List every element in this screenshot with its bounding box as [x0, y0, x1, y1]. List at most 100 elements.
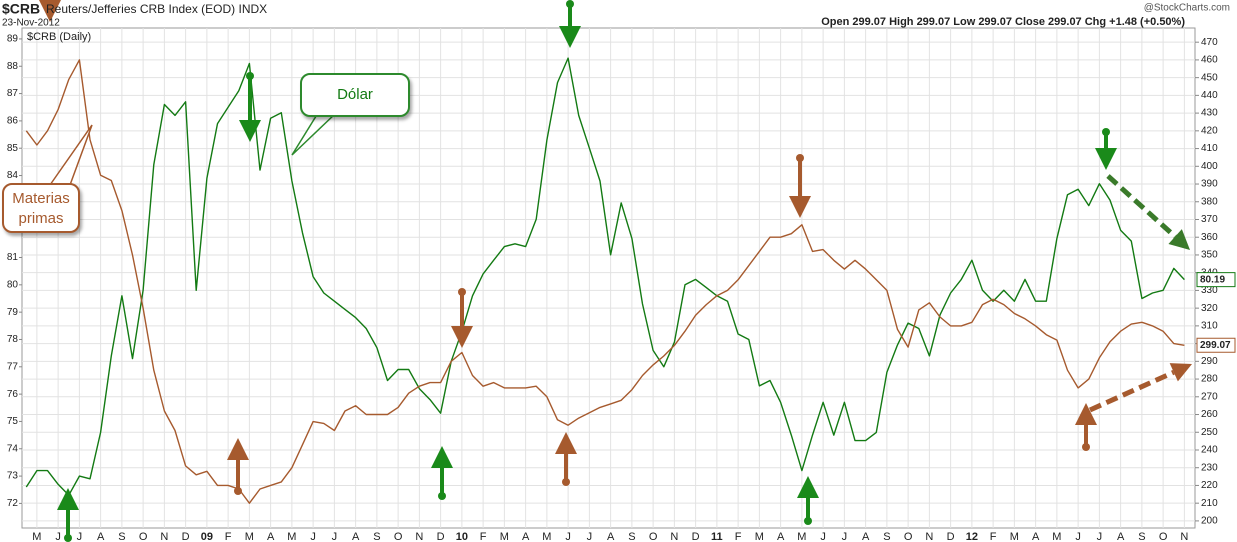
y2-tick-label: 240 [1201, 445, 1218, 456]
y-tick-label: 73 [7, 471, 19, 482]
y-tick-label: 78 [7, 334, 19, 345]
y2-tick-label: 460 [1201, 55, 1218, 66]
trend-arrow [1106, 174, 1177, 239]
grid [22, 28, 1195, 528]
x-tick-label: J [332, 531, 338, 542]
x-tick-label: 09 [201, 531, 213, 542]
last-value-label: 80.19 [1200, 274, 1225, 285]
arrow-head [1095, 148, 1117, 170]
y2-tick-label: 250 [1201, 427, 1218, 438]
y2-tick-label: 280 [1201, 374, 1218, 385]
y2-tick-label: 230 [1201, 462, 1218, 473]
y-tick-label: 81 [7, 252, 19, 263]
x-tick-label: M [287, 531, 296, 542]
series-line [25, 59, 1185, 504]
x-tick-label: S [883, 531, 890, 542]
panel-label: $CRB (Daily) [27, 31, 91, 43]
x-tick-label: J [565, 531, 571, 542]
chart-date: 23-Nov-2012 [2, 18, 60, 29]
last-value-label: 299.07 [1200, 340, 1231, 351]
y2-tick-label: 370 [1201, 214, 1218, 225]
x-tick-label: A [522, 531, 530, 542]
last-value-tag: 299.07 [1196, 337, 1236, 353]
y-tick-label: 75 [7, 416, 19, 427]
trend-arrow-head [1168, 229, 1190, 250]
x-tick-label: S [1138, 531, 1145, 542]
x-tick-label: A [1117, 531, 1125, 542]
y2-tick-label: 210 [1201, 498, 1218, 509]
arrow-tail [64, 534, 72, 542]
arrow-head [1075, 403, 1097, 425]
x-tick-label: A [1032, 531, 1040, 542]
x-tick-label: M [1052, 531, 1061, 542]
chart-title: $CRB [2, 1, 40, 17]
arrow-head [39, 0, 61, 22]
y-tick-label: 88 [7, 61, 19, 72]
x-tick-label: J [1097, 531, 1103, 542]
x-tick-label: N [1180, 531, 1188, 542]
x-tick-label: D [947, 531, 955, 542]
x-tick-label: N [160, 531, 168, 542]
arrow-tail [1082, 443, 1090, 451]
x-tick-label: D [437, 531, 445, 542]
x-tick-label: M [32, 531, 41, 542]
arrows [39, 0, 1192, 542]
chart-subtitle: Reuters/Jefferies CRB Index (EOD) INDX [46, 2, 267, 16]
x-tick-label: J [820, 531, 826, 542]
arrow-tail [1102, 128, 1110, 136]
arrow-head [451, 326, 473, 348]
y2-tick-label: 420 [1201, 125, 1218, 136]
y-tick-label: 76 [7, 389, 19, 400]
x-tick-label: J [55, 531, 61, 542]
x-tick-label: M [755, 531, 764, 542]
x-tick-label: A [267, 531, 275, 542]
y-tick-label: 86 [7, 116, 19, 127]
x-tick-label: M [1010, 531, 1019, 542]
dollar-callout: Dólar [300, 73, 410, 117]
y2-tick-label: 430 [1201, 108, 1218, 119]
x-tick-label: D [182, 531, 190, 542]
y2-tick-label: 270 [1201, 391, 1218, 402]
x-tick-label: M [542, 531, 551, 542]
x-tick-label: A [97, 531, 105, 542]
x-tick-label: O [1159, 531, 1168, 542]
last-value-box [1196, 272, 1236, 288]
x-tick-label: 10 [456, 531, 468, 542]
y-tick-label: 72 [7, 498, 19, 509]
commodities-callout: Materias primas [2, 183, 80, 233]
y-tick-label: 77 [7, 361, 19, 372]
arrow-tail [458, 288, 466, 296]
arrow-tail [234, 487, 242, 495]
trend-arrow-head [1169, 363, 1192, 382]
x-tick-label: O [394, 531, 403, 542]
x-tick-label: 12 [966, 531, 978, 542]
y2-tick-label: 220 [1201, 480, 1218, 491]
y2-tick-label: 450 [1201, 72, 1218, 83]
x-tick-label: M [245, 531, 254, 542]
x-tick-label: S [628, 531, 635, 542]
x-tick-label: F [480, 531, 487, 542]
x-tick-label: F [990, 531, 997, 542]
y2-tick-label: 330 [1201, 285, 1218, 296]
y2-tick-label: 390 [1201, 179, 1218, 190]
x-tick-label: N [925, 531, 933, 542]
x-tick-label: M [797, 531, 806, 542]
x-tick-label: 11 [711, 531, 723, 542]
x-tick-label: A [607, 531, 615, 542]
quote: Open 299.07 High 299.07 Low 299.07 Close… [821, 16, 1185, 28]
arrow-head [239, 120, 261, 142]
y-tick-label: 85 [7, 143, 19, 154]
trend-arrow [1088, 369, 1175, 413]
y2-tick-label: 360 [1201, 232, 1218, 243]
arrow-head [431, 446, 453, 468]
plot-frame [21, 27, 1196, 529]
x-tick-label: J [310, 531, 316, 542]
x-tick-label: S [118, 531, 125, 542]
x-tick-label: A [777, 531, 785, 542]
callout-tail [291, 112, 337, 156]
x-tick-label: N [415, 531, 423, 542]
x-tick-label: J [587, 531, 593, 542]
arrow-tail [562, 478, 570, 486]
arrow-tail [438, 492, 446, 500]
x-tick-label: O [904, 531, 913, 542]
